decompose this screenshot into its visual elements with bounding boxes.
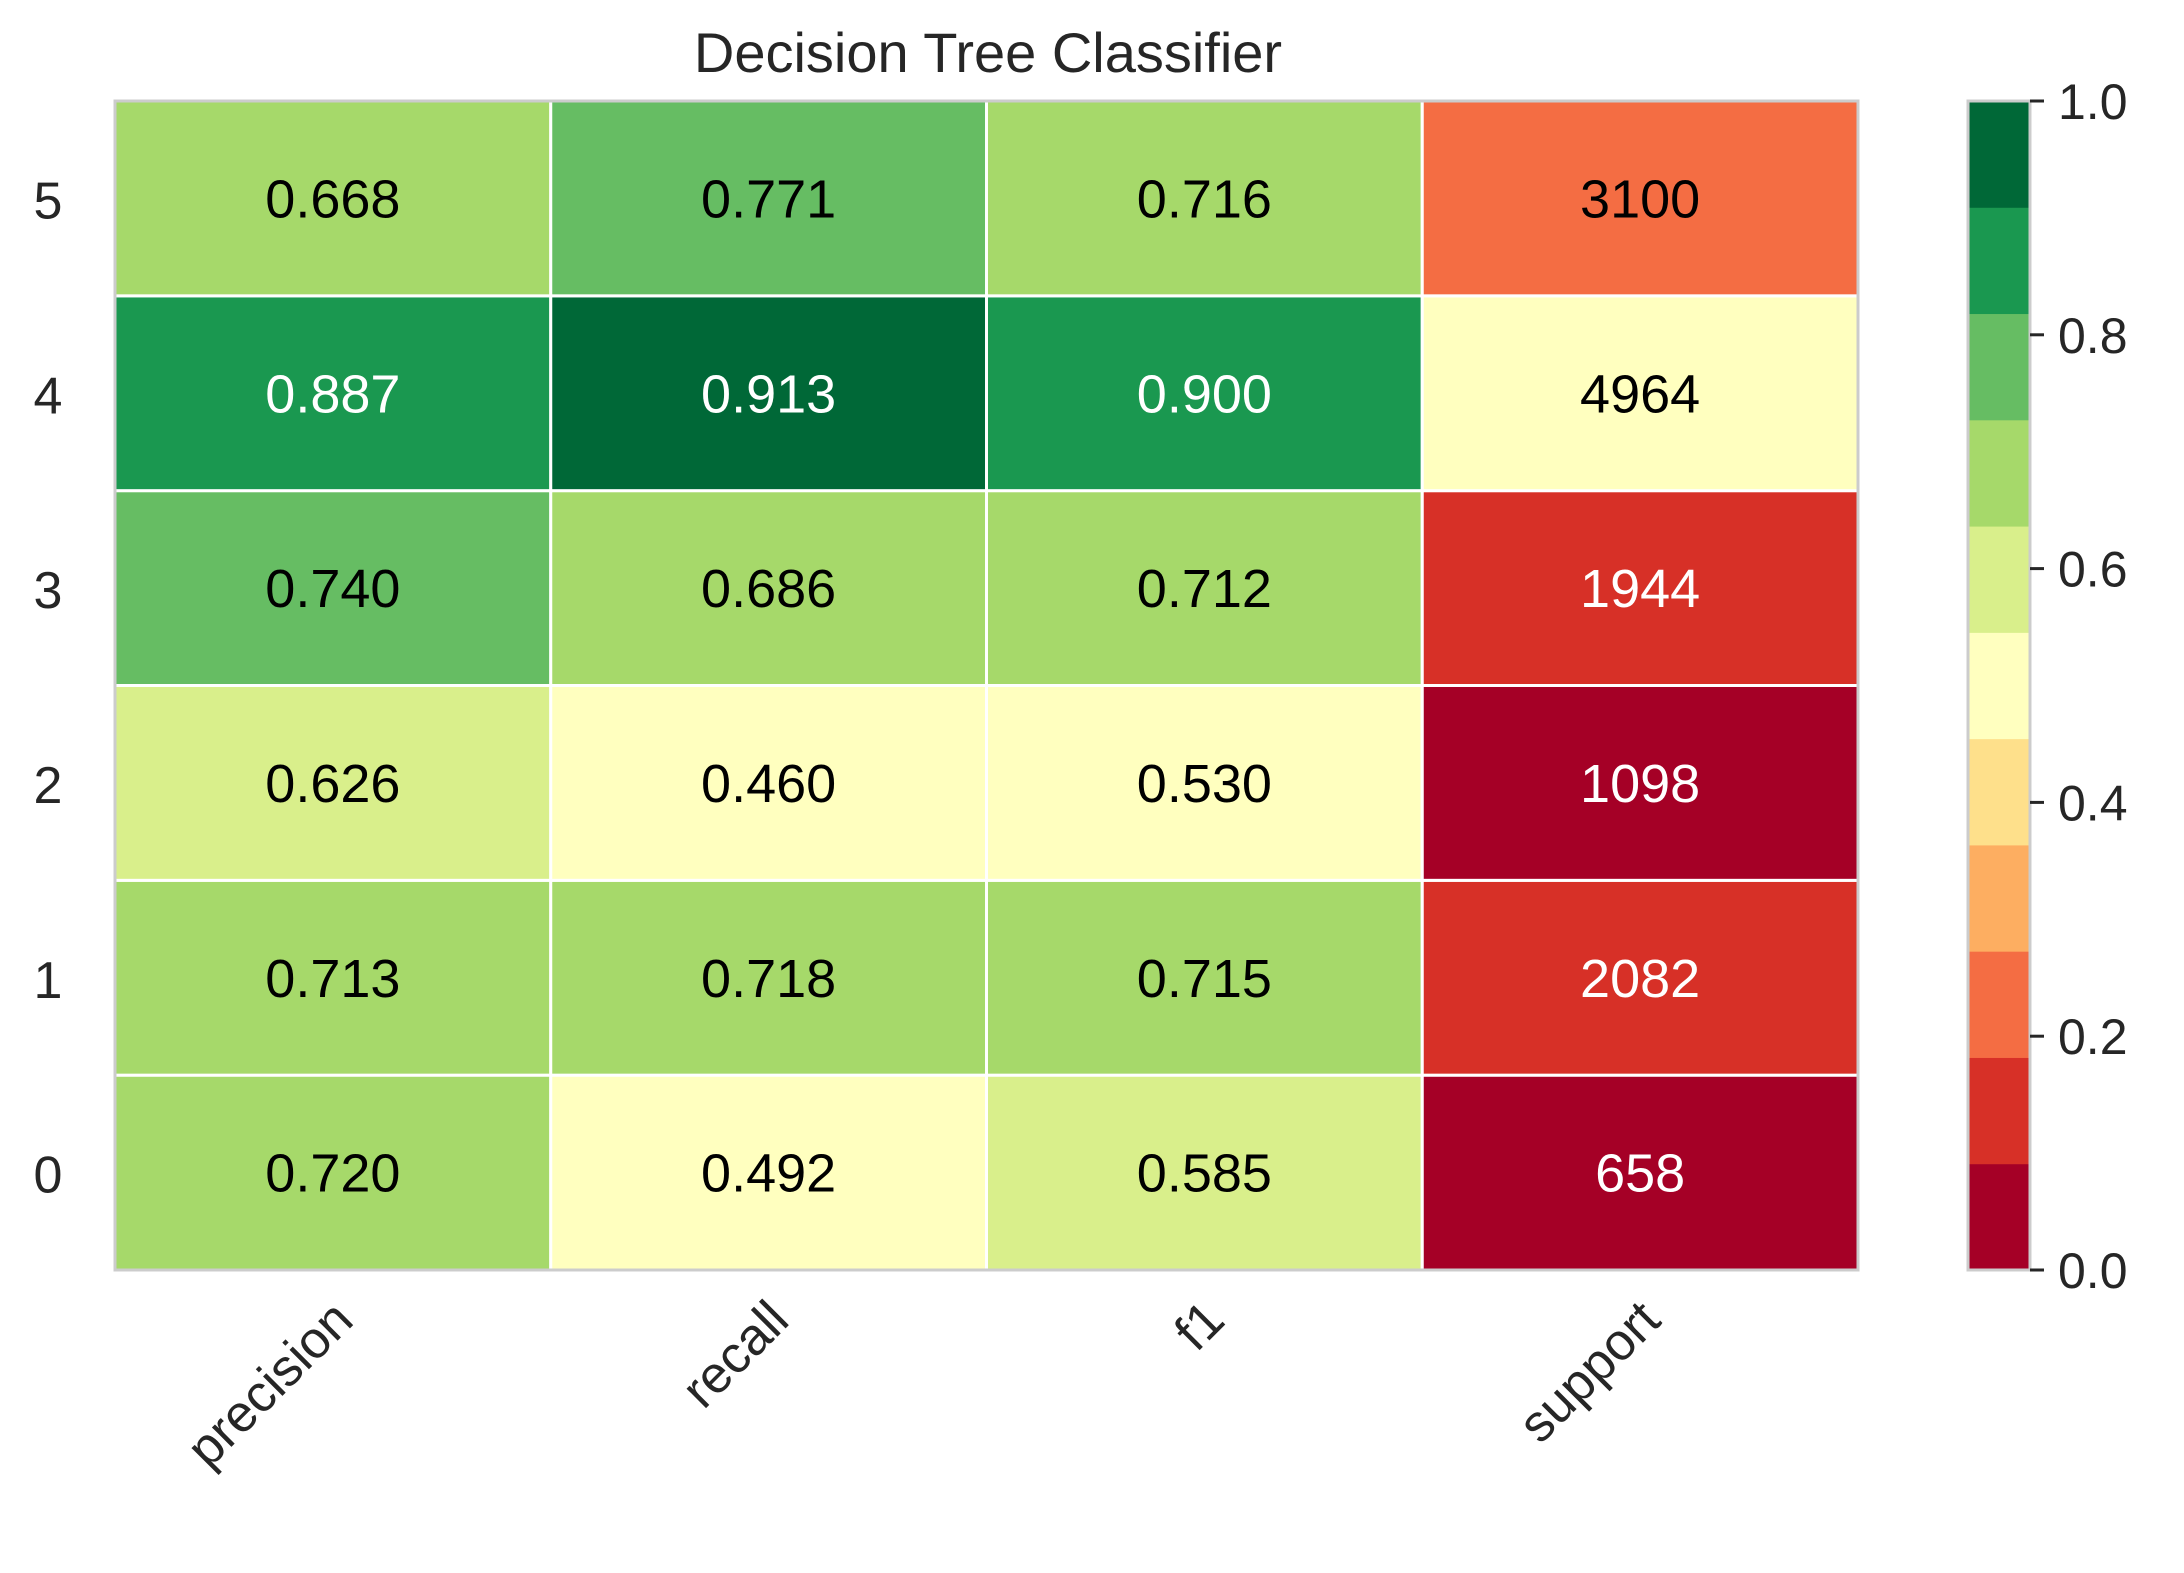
heatmap-cell-3-support — [1420, 489, 1860, 687]
colorbar-segment — [1968, 419, 2030, 527]
cell-value-label: 0.686 — [701, 559, 836, 619]
x-tick-labels: precision recall f1 support — [176, 1290, 1672, 1479]
heatmap-cell-3-precision — [113, 489, 553, 687]
cell-value-label: 0.913 — [701, 364, 836, 424]
y-tick-label: 0 — [34, 1147, 63, 1205]
heatmap-cell-5-precision — [113, 99, 553, 298]
heatmap-cell-1-recall — [549, 878, 988, 1077]
y-tick-label: 4 — [34, 367, 63, 425]
plot-frame — [113, 99, 1860, 1272]
colorbar-tick-label: 0.2 — [2058, 1009, 2128, 1065]
x-tick-label: precision — [176, 1290, 364, 1478]
heatmap-cell-0-support — [1420, 1073, 1860, 1272]
heatmap-cell-2-recall — [549, 684, 988, 882]
x-tick-label: recall — [671, 1290, 800, 1419]
cell-value-label: 658 — [1595, 1144, 1685, 1204]
heatmap-cell-1-support — [1420, 878, 1860, 1077]
cell-value-label: 0.492 — [701, 1144, 836, 1204]
colorbar-tick-label: 1.0 — [2058, 74, 2128, 130]
cell-value-label: 3100 — [1580, 169, 1700, 229]
y-tick-label: 3 — [34, 562, 63, 620]
colorbar-frame — [1966, 99, 2032, 1272]
heatmap-cell-4-recall — [549, 294, 988, 493]
cell-value-label: 0.668 — [265, 169, 400, 229]
colorbar-segment — [1968, 951, 2030, 1058]
colorbar-segment — [1968, 101, 2030, 208]
cell-value-label: 0.712 — [1137, 559, 1272, 619]
cell-value-label: 0.720 — [265, 1144, 400, 1204]
cell-value-label: 1098 — [1580, 754, 1700, 814]
heatmap-cell-5-f1 — [985, 99, 1424, 298]
x-tick-label: f1 — [1164, 1290, 1236, 1362]
cell-value-label: 0.887 — [265, 364, 400, 424]
cell-value-label: 0.626 — [265, 754, 400, 814]
cell-value-label: 0.530 — [1137, 754, 1272, 814]
y-tick-label: 5 — [34, 172, 63, 230]
heatmap-cell-2-support — [1420, 684, 1860, 882]
colorbar-segment — [1968, 844, 2030, 952]
y-tick-label: 1 — [34, 952, 63, 1010]
cell-value-label: 0.900 — [1137, 364, 1272, 424]
heatmap-cells: 0.720 0.492 0.585 658 0.713 0.718 0.715 2082 0.6… — [113, 99, 1860, 1272]
cell-value-label: 0.740 — [265, 559, 400, 619]
heatmap-cell-0-precision — [113, 1073, 553, 1272]
colorbar: 0.0 0.2 0.4 0.6 0.8 1.0 — [1966, 74, 2128, 1299]
heatmap-cell-4-precision — [113, 294, 553, 493]
colorbar-tick-label: 0.6 — [2058, 542, 2128, 598]
cell-value-label: 0.585 — [1137, 1144, 1272, 1204]
heatmap-cell-4-support — [1420, 294, 1860, 493]
heatmap-cell-1-f1 — [985, 878, 1424, 1077]
colorbar-segment — [1968, 1163, 2030, 1271]
cell-value-label: 0.715 — [1137, 949, 1272, 1009]
colorbar-segment — [1968, 207, 2030, 315]
colorbar-segment — [1968, 526, 2030, 633]
colorbar-tick-label: 0.8 — [2058, 308, 2128, 364]
heatmap-cell-4-f1 — [985, 294, 1424, 493]
colorbar-segment — [1968, 313, 2030, 421]
cell-value-label: 0.716 — [1137, 169, 1272, 229]
heatmap-cell-3-f1 — [985, 489, 1424, 687]
heatmap-cell-1-precision — [113, 878, 553, 1077]
cell-value-label: 0.771 — [701, 169, 836, 229]
y-tick-labels: 0 1 2 3 4 5 — [34, 172, 63, 1204]
colorbar-segment — [1968, 1057, 2030, 1165]
cell-value-label: 0.713 — [265, 949, 400, 1009]
colorbar-segment — [1968, 738, 2030, 846]
cell-value-label: 0.460 — [701, 754, 836, 814]
y-tick-label: 2 — [34, 757, 63, 815]
colorbar-tick-label: 0.4 — [2058, 775, 2128, 831]
heatmap-cell-0-recall — [549, 1073, 988, 1272]
x-tick-label: support — [1508, 1290, 1672, 1454]
cell-value-label: 1944 — [1580, 559, 1700, 619]
chart-title: Decision Tree Classifier — [694, 21, 1282, 84]
colorbar-tick-label: 0.0 — [2058, 1243, 2128, 1299]
colorbar-segment — [1968, 632, 2030, 740]
cell-value-label: 4964 — [1580, 364, 1700, 424]
cell-value-label: 0.718 — [701, 949, 836, 1009]
cell-value-label: 2082 — [1580, 949, 1700, 1009]
